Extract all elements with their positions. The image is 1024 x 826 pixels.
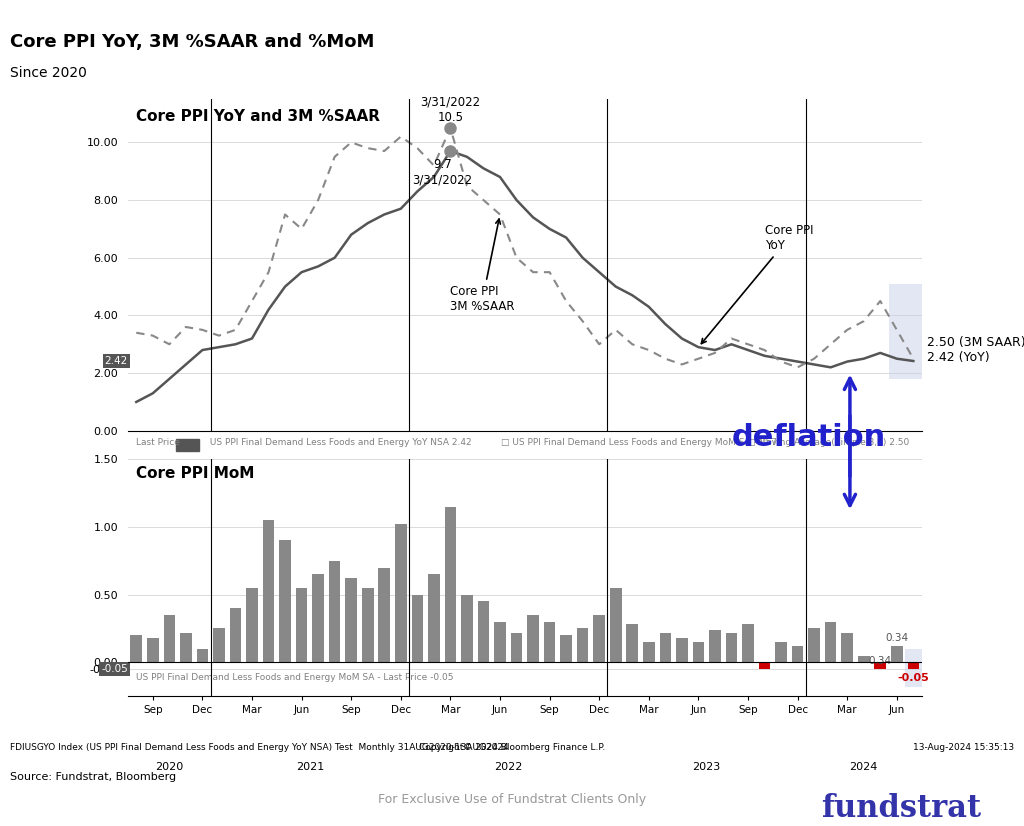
Bar: [659, 633, 671, 662]
Bar: [477, 601, 489, 662]
Bar: [444, 506, 456, 662]
Bar: [858, 656, 869, 662]
Bar: [692, 642, 705, 662]
Text: 2023: 2023: [692, 762, 721, 772]
Bar: [742, 624, 754, 662]
Text: 0.34: 0.34: [885, 634, 908, 643]
Bar: [889, 283, 930, 379]
Text: fundstrat: fundstrat: [821, 793, 981, 824]
Bar: [544, 622, 555, 662]
Bar: [428, 574, 439, 662]
Bar: [379, 567, 390, 662]
Bar: [263, 520, 274, 662]
Bar: [312, 574, 324, 662]
Bar: [905, 648, 938, 686]
Bar: [296, 588, 307, 662]
Text: 13-Aug-2024 15:35:13: 13-Aug-2024 15:35:13: [912, 743, 1014, 752]
Bar: [280, 540, 291, 662]
Text: Core PPI
3M %SAAR: Core PPI 3M %SAAR: [451, 219, 515, 313]
Bar: [197, 648, 208, 662]
Bar: [395, 525, 407, 662]
Text: US PPI Final Demand Less Foods and Energy YoY NSA 2.42: US PPI Final Demand Less Foods and Energ…: [207, 438, 478, 447]
Bar: [213, 629, 224, 662]
Text: 3/31/2022
10.5: 3/31/2022 10.5: [420, 96, 480, 124]
Text: -0.05: -0.05: [897, 673, 929, 683]
Bar: [726, 633, 737, 662]
Bar: [792, 646, 804, 662]
Bar: [874, 662, 886, 669]
Text: Last Price: Last Price: [136, 438, 185, 447]
Text: Since 2020: Since 2020: [10, 66, 87, 80]
Text: Copyright© 2024 Bloomberg Finance L.P.: Copyright© 2024 Bloomberg Finance L.P.: [419, 743, 605, 752]
Text: □ US PPI Final Demand Less Foods and Energy MoM SA -0.57: □ US PPI Final Demand Less Foods and Ene…: [501, 438, 782, 447]
Bar: [130, 635, 142, 662]
Bar: [775, 642, 786, 662]
Text: Core PPI MoM: Core PPI MoM: [136, 467, 254, 482]
Bar: [594, 615, 605, 662]
Text: deflation: deflation: [732, 423, 886, 453]
Text: 0.34: 0.34: [868, 657, 892, 667]
Bar: [246, 588, 258, 662]
Text: FDIUSGYO Index (US PPI Final Demand Less Foods and Energy YoY NSA) Test  Monthly: FDIUSGYO Index (US PPI Final Demand Less…: [10, 743, 509, 752]
Text: □ Moving Average(Simple,3,0) 2.50: □ Moving Average(Simple,3,0) 2.50: [748, 438, 909, 447]
Text: 2022: 2022: [494, 762, 522, 772]
Bar: [610, 588, 622, 662]
Bar: [229, 608, 242, 662]
Bar: [627, 624, 638, 662]
Bar: [759, 662, 770, 669]
Bar: [577, 629, 589, 662]
Text: 2024: 2024: [850, 762, 878, 772]
Bar: [676, 638, 688, 662]
Bar: [825, 622, 837, 662]
Bar: [164, 615, 175, 662]
Text: 2020: 2020: [156, 762, 183, 772]
Bar: [147, 638, 159, 662]
Text: Core PPI YoY and 3M %SAAR: Core PPI YoY and 3M %SAAR: [136, 109, 380, 124]
Bar: [412, 595, 423, 662]
Text: Core PPI YoY, 3M %SAAR and %MoM: Core PPI YoY, 3M %SAAR and %MoM: [10, 33, 375, 51]
Bar: [329, 561, 340, 662]
Text: 2.50 (3M SAAR)
2.42 (YoY): 2.50 (3M SAAR) 2.42 (YoY): [927, 336, 1024, 364]
Bar: [842, 633, 853, 662]
Bar: [891, 646, 902, 662]
Text: 9.7
3/31/2022: 9.7 3/31/2022: [412, 159, 472, 186]
Bar: [527, 615, 539, 662]
Text: 2.42: 2.42: [104, 356, 128, 366]
Text: For Exclusive Use of Fundstrat Clients Only: For Exclusive Use of Fundstrat Clients O…: [378, 793, 646, 806]
Bar: [345, 578, 357, 662]
Bar: [808, 629, 820, 662]
Text: Source: Fundstrat, Bloomberg: Source: Fundstrat, Bloomberg: [10, 772, 176, 782]
Text: US PPI Final Demand Less Foods and Energy MoM SA - Last Price -0.05: US PPI Final Demand Less Foods and Energ…: [136, 673, 454, 682]
Bar: [176, 439, 200, 451]
Text: 2021: 2021: [296, 762, 324, 772]
Bar: [461, 595, 473, 662]
Text: Core PPI
YoY: Core PPI YoY: [701, 224, 813, 344]
Bar: [180, 633, 191, 662]
Bar: [495, 622, 506, 662]
Bar: [361, 588, 374, 662]
Text: -0.05: -0.05: [101, 664, 128, 674]
Bar: [560, 635, 572, 662]
Bar: [643, 642, 654, 662]
Bar: [710, 629, 721, 662]
Bar: [511, 633, 522, 662]
Bar: [907, 662, 920, 669]
